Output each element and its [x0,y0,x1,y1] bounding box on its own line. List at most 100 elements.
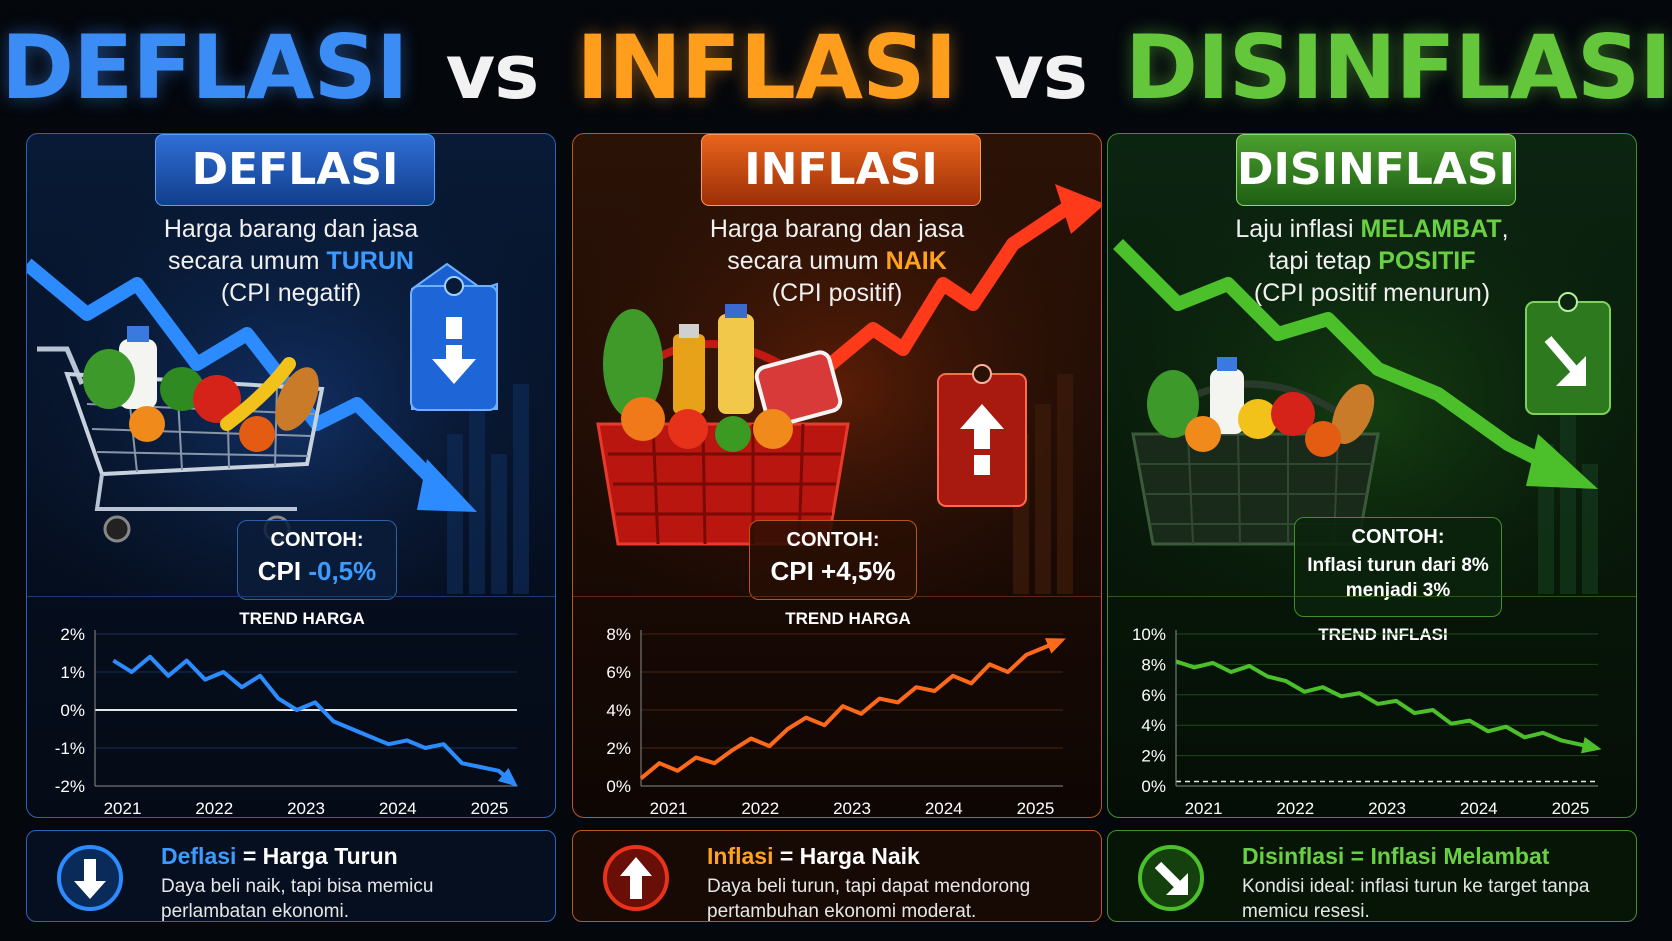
chart-title: TREND HARGA [239,609,365,628]
trend-up-arrow [808,198,1077,385]
y-tick-label: 8% [1141,655,1166,674]
desc-line-2-text: secara umum [168,247,327,275]
y-tick-label: 4% [1141,716,1166,735]
desc-line-1-post: , [1501,215,1509,243]
example-box-disinflasi: CONTOH: Inflasi turun dari 8% menjadi 3% [1294,517,1502,617]
x-tick-label: 2024 [925,799,963,818]
shopping-basket-icon [596,304,850,546]
example-label: CONTOH: [786,529,880,551]
panel-deflasi: DEFLASI Harga barang dan jasa secara umu… [26,133,556,818]
example-value-text: CPI [257,556,309,586]
chart-title: TREND HARGA [785,609,911,628]
example-value: CPI +4,5% [770,556,896,586]
x-tick-label: 2021 [104,799,142,818]
footer-eq: = Inflasi Melambat [1344,843,1550,869]
example-label: CONTOH: [270,529,364,551]
panel-inflasi: INFLASI Harga barang dan jasa secara umu… [572,133,1102,818]
divider [1108,596,1636,597]
x-tick-label: 2022 [741,799,779,818]
title-disinflasi: DISINFLASI [1124,16,1672,119]
arrow-down-right-circle-icon [1138,845,1204,911]
panel-disinflasi-illustration [1108,134,1636,596]
example-value-line-1: Inflasi turun dari 8% [1307,555,1489,576]
desc-line-2-text: tapi tetap [1268,247,1379,275]
main-title: DEFLASI vs INFLASI vs DISINFLASI [0,10,1672,125]
footer-inflasi: Inflasi = Harga Naik Daya beli turun, ta… [572,830,1102,922]
x-tick-label: 2021 [1185,799,1223,818]
desc-highlight: TURUN [326,247,414,275]
x-tick-label: 2023 [833,799,871,818]
desc-line-2-text: secara umum [727,247,886,275]
desc-inflasi: Harga barang dan jasa secara umum NAIK (… [573,213,1101,309]
badge-inflasi: INFLASI [701,134,981,206]
footer-title: Inflasi = Harga Naik [707,843,920,870]
footer-deflasi: Deflasi = Harga Turun Daya beli naik, ta… [26,830,556,922]
footer-term: Deflasi [161,843,237,869]
desc-line-1: Harga barang dan jasa [163,215,419,243]
price-tag-down-icon [410,262,498,411]
x-tick-label: 2025 [1017,799,1055,818]
x-tick-label: 2022 [1276,799,1314,818]
y-tick-label: 2% [60,625,85,644]
series-line [1175,659,1590,749]
trend-down-arrow [27,258,442,489]
y-tick-label: -1% [55,739,85,758]
desc-line-1-text: Laju inflasi [1235,215,1361,243]
divider [573,596,1101,597]
y-tick-label: 4% [606,701,631,720]
example-box-inflasi: CONTOH: CPI +4,5% [749,520,917,600]
desc-line-3: (CPI negatif) [220,279,362,307]
arrow-up-circle-icon [603,845,669,911]
footer-eq: = Harga Turun [236,843,398,869]
badge-deflasi: DEFLASI [155,134,435,206]
divider [27,596,555,597]
y-tick-label: 2% [606,739,631,758]
y-tick-label: 0% [1141,777,1166,796]
price-tag-down-right-icon [1525,292,1611,415]
title-deflasi: DEFLASI [1,16,409,119]
x-tick-label: 2023 [287,799,325,818]
example-value-line-2: menjadi 3% [1345,580,1451,601]
x-tick-label: 2023 [1368,799,1406,818]
title-vs-2: vs [994,27,1088,116]
x-tick-label: 2024 [1460,799,1498,818]
x-tick-label: 2021 [650,799,688,818]
example-value-highlight: -0,5% [308,556,377,586]
arrow-down-circle-icon [57,845,123,911]
badge-disinflasi: DISINFLASI [1236,134,1516,206]
panel-inflasi-illustration [573,134,1101,596]
y-tick-label: 8% [606,625,631,644]
desc-line-1: Harga barang dan jasa [709,215,965,243]
example-value: CPI -0,5% [238,556,396,587]
footer-text: Daya beli turun, tapi dapat mendorong pe… [707,876,1031,922]
x-tick-label: 2022 [195,799,233,818]
y-tick-label: 6% [1141,686,1166,705]
footer-term: Inflasi [707,843,774,869]
y-tick-label: 1% [60,663,85,682]
desc-deflasi: Harga barang dan jasa secara umum TURUN … [27,213,555,309]
desc-line-2: secara umum NAIK [573,245,1101,277]
series-line [639,641,1055,780]
footer-disinflasi: Disinflasi = Inflasi Melambat Kondisi id… [1107,830,1637,922]
x-tick-label: 2024 [379,799,417,818]
desc-line-3: (CPI positif menurun) [1253,279,1491,307]
desc-line-3: (CPI positif) [771,279,903,307]
price-tag-up-icon [937,364,1027,507]
footer-text: Daya beli naik, tapi bisa memicu perlamb… [161,876,434,922]
series-line [112,654,510,780]
y-tick-label: 0% [60,701,85,720]
footer-text: Kondisi ideal: inflasi turun ke target t… [1242,876,1590,922]
series-arrow-head [497,768,518,787]
desc-highlight: NAIK [885,247,947,275]
title-vs-1: vs [445,27,540,116]
y-tick-label: 2% [1141,747,1166,766]
desc-highlight-1: MELAMBAT [1360,215,1502,243]
x-tick-label: 2025 [471,799,509,818]
desc-highlight-2: POSITIF [1378,247,1476,275]
example-label: CONTOH: [1351,526,1445,548]
title-inflasi: INFLASI [576,16,957,119]
series-arrow-head [1581,736,1602,754]
trend-slowing-arrow [1113,239,1552,471]
desc-disinflasi: Laju inflasi MELAMBAT, tapi tetap POSITI… [1108,213,1636,309]
